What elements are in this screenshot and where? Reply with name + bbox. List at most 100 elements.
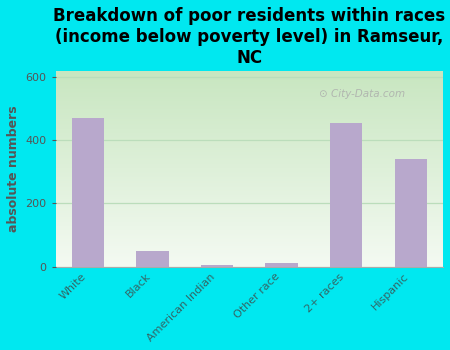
Bar — [56, 237, 443, 238]
Bar — [56, 241, 443, 242]
Bar — [56, 128, 443, 130]
Bar — [56, 264, 443, 265]
Bar — [56, 249, 443, 250]
Bar — [56, 88, 443, 89]
Bar — [56, 113, 443, 114]
Bar — [266, 263, 298, 266]
Text: ⊙ City-Data.com: ⊙ City-Data.com — [319, 89, 405, 99]
Bar — [56, 80, 443, 82]
Bar — [56, 101, 443, 102]
Bar — [56, 220, 443, 222]
Bar — [56, 90, 443, 91]
Bar — [56, 92, 443, 93]
Bar — [56, 253, 443, 254]
Bar — [56, 200, 443, 201]
Bar — [56, 189, 443, 190]
Bar — [56, 204, 443, 205]
Bar — [56, 151, 443, 152]
Bar — [56, 136, 443, 138]
Bar — [56, 222, 443, 223]
Bar — [56, 107, 443, 108]
Bar — [56, 207, 443, 208]
Bar — [56, 154, 443, 155]
Bar — [72, 118, 104, 266]
Bar — [56, 153, 443, 154]
Bar — [56, 112, 443, 113]
Bar — [56, 202, 443, 203]
Bar — [56, 255, 443, 256]
Bar — [56, 262, 443, 264]
Bar — [56, 186, 443, 187]
Title: Breakdown of poor residents within races
(income below poverty level) in Ramseur: Breakdown of poor residents within races… — [53, 7, 446, 66]
Bar — [56, 73, 443, 74]
Bar — [56, 258, 443, 259]
Bar — [56, 225, 443, 226]
Bar — [56, 228, 443, 229]
Bar — [56, 168, 443, 169]
Bar — [56, 106, 443, 107]
Bar — [56, 166, 443, 167]
Bar — [56, 155, 443, 156]
Y-axis label: absolute numbers: absolute numbers — [7, 105, 20, 232]
Bar — [56, 138, 443, 139]
Bar — [56, 245, 443, 246]
Bar — [56, 196, 443, 197]
Bar — [56, 141, 443, 142]
Bar — [56, 209, 443, 210]
Bar — [56, 193, 443, 194]
Bar — [56, 109, 443, 110]
Bar — [56, 187, 443, 188]
Bar — [56, 77, 443, 78]
Bar — [56, 201, 443, 202]
Bar — [56, 120, 443, 121]
Bar — [56, 133, 443, 134]
Bar — [56, 176, 443, 177]
Bar — [56, 94, 443, 95]
Bar — [56, 194, 443, 195]
Bar — [56, 119, 443, 120]
Bar — [56, 114, 443, 115]
Bar — [56, 158, 443, 159]
Bar — [56, 159, 443, 160]
Bar — [56, 248, 443, 249]
Bar — [56, 163, 443, 164]
Bar — [56, 251, 443, 252]
Bar — [56, 83, 443, 84]
Bar — [56, 239, 443, 240]
Bar — [56, 144, 443, 145]
Bar — [56, 178, 443, 180]
Bar — [56, 79, 443, 80]
Bar — [56, 160, 443, 161]
Bar — [56, 211, 443, 212]
Bar — [56, 240, 443, 241]
Bar — [56, 82, 443, 83]
Bar — [56, 184, 443, 185]
Bar — [56, 190, 443, 191]
Bar — [56, 125, 443, 126]
Bar — [56, 142, 443, 143]
Bar — [56, 213, 443, 214]
Bar — [56, 183, 443, 184]
Bar — [56, 103, 443, 104]
Bar — [56, 252, 443, 253]
Bar — [56, 192, 443, 193]
Bar — [56, 247, 443, 248]
Bar — [56, 134, 443, 135]
Bar — [56, 143, 443, 144]
Bar — [56, 123, 443, 124]
Bar — [56, 117, 443, 118]
Bar — [56, 218, 443, 219]
Bar — [56, 180, 443, 181]
Bar — [56, 91, 443, 92]
Bar — [56, 105, 443, 106]
Bar — [56, 231, 443, 232]
Bar — [56, 150, 443, 151]
Bar — [56, 191, 443, 192]
Bar — [56, 233, 443, 234]
Bar — [56, 261, 443, 262]
Bar — [56, 219, 443, 220]
Bar — [56, 188, 443, 189]
Bar — [56, 78, 443, 79]
Bar — [56, 206, 443, 207]
Bar — [56, 170, 443, 171]
